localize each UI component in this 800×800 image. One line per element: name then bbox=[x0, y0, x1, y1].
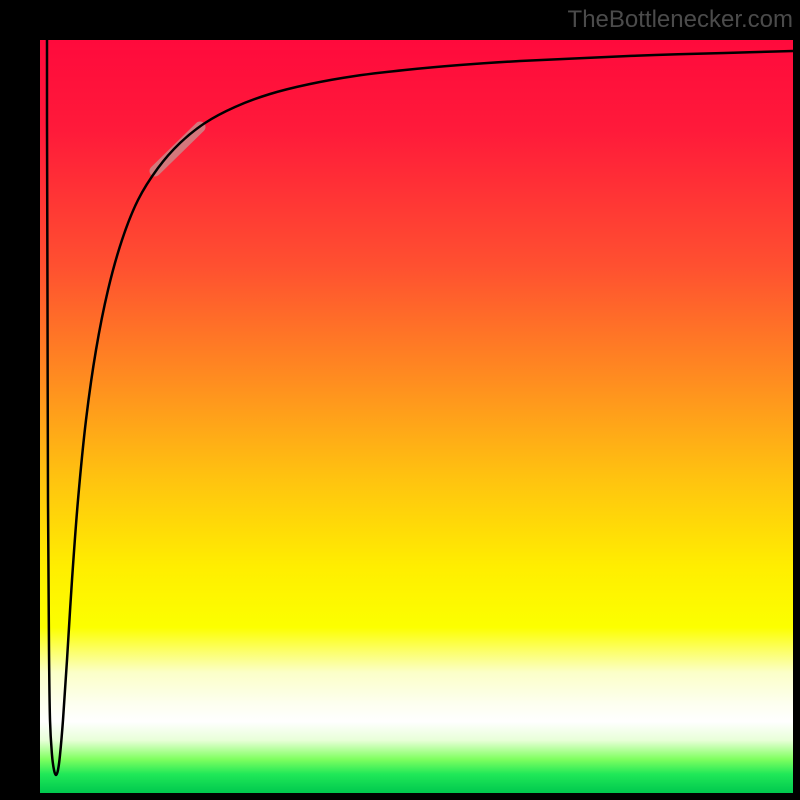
chart-frame bbox=[0, 0, 800, 800]
gradient-plot-area bbox=[40, 40, 793, 793]
chart-svg bbox=[0, 0, 800, 800]
attribution-text: TheBottlenecker.com bbox=[568, 6, 793, 34]
